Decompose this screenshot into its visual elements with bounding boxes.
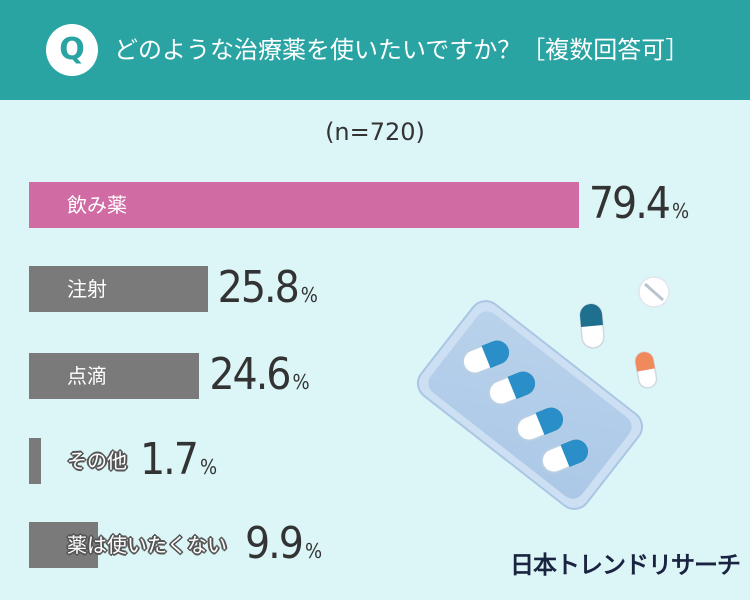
value-unit: % <box>292 370 310 394</box>
pack-capsule-icon <box>515 406 565 442</box>
bar-2 <box>29 353 200 399</box>
tablet-icon <box>638 276 670 308</box>
bar-4 <box>29 522 98 568</box>
value-unit: % <box>300 283 318 307</box>
bar-label: 飲み薬 <box>67 193 127 217</box>
blue-capsule-icon <box>579 303 605 349</box>
value-number: 25.8 <box>217 262 300 313</box>
pack-capsule-icon <box>461 339 511 375</box>
bar-3 <box>29 438 41 484</box>
bar-label: 注射 <box>67 277 107 301</box>
value-unit: % <box>199 455 218 479</box>
brand-logo: 日本トレンドリサーチ <box>510 551 741 579</box>
value-unit: % <box>671 199 690 223</box>
bar-0 <box>29 182 579 228</box>
value-label: 24.6% <box>209 352 309 398</box>
question-header: Q どのような治療薬を使いたいですか？［複数回答可］ <box>0 0 750 100</box>
value-number: 79.4 <box>588 178 671 229</box>
blister-pack <box>417 300 643 510</box>
bar-label: その他 <box>67 449 127 473</box>
question-badge: Q <box>46 24 98 76</box>
sample-size: (n=720) <box>325 118 425 146</box>
orange-capsule-icon <box>634 351 658 389</box>
pack-capsule-icon <box>487 370 537 406</box>
value-label: 25.8% <box>218 265 318 311</box>
pack-capsule-icon <box>540 438 590 474</box>
bar-label: 点滴 <box>67 364 107 388</box>
value-label: 1.7% <box>140 437 217 483</box>
value-number: 1.7 <box>140 434 199 485</box>
value-unit: % <box>304 539 323 563</box>
question-text: どのような治療薬を使いたいですか？［複数回答可］ <box>114 36 690 64</box>
value-label: 9.9% <box>245 521 322 567</box>
bar-label: 薬は使いたくない <box>67 533 227 557</box>
bar-1 <box>29 266 208 312</box>
value-number: 24.6 <box>209 349 291 400</box>
value-label: 79.4% <box>589 181 689 227</box>
value-number: 9.9 <box>245 518 304 569</box>
